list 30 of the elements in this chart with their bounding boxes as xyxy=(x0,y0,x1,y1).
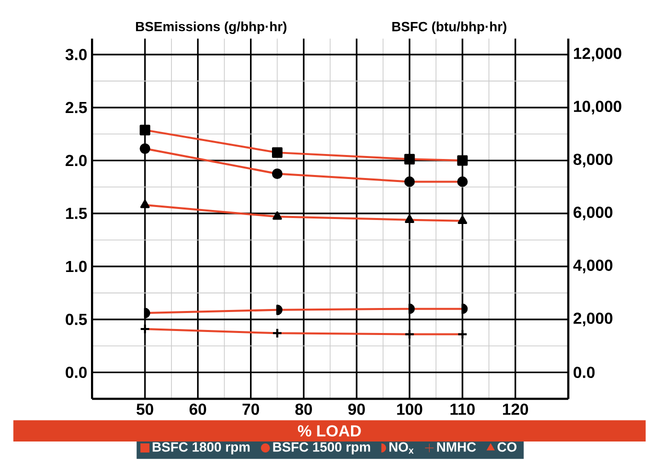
x-tick-label: 120 xyxy=(503,403,528,415)
y2-tick-label: 4,000 xyxy=(573,260,612,274)
y2-tick-label: 8,000 xyxy=(573,154,612,168)
x-tick-label: 70 xyxy=(242,403,260,415)
y-tick-label: 1.5 xyxy=(66,208,87,219)
legend-label: NMHC xyxy=(437,442,476,452)
x-tick-label: 80 xyxy=(295,403,312,415)
x-axis-title: % LOAD xyxy=(298,425,361,436)
legend-label: BSFC 1800 rpm xyxy=(152,442,250,454)
legend-label: BSFC 1500 rpm xyxy=(273,442,370,454)
y-tick-label: 2.0 xyxy=(66,154,87,166)
y2-tick-label: 6,000 xyxy=(574,206,612,220)
legend-label: CO xyxy=(498,442,516,452)
y2-tick-label: 0.0 xyxy=(574,366,595,378)
x-tick-label: 50 xyxy=(136,403,154,415)
y-tick-label: 2.5 xyxy=(66,102,87,114)
y2-tick-label: 12,000 xyxy=(574,48,622,62)
y2-tick-label: 2,000 xyxy=(574,312,612,326)
y-tick-label: 1.0 xyxy=(66,260,87,272)
y2-tick-label: 10,000 xyxy=(574,100,622,114)
legend-label: NO$_{x}$ xyxy=(389,442,414,454)
y-axis-title: BSEmissions (g/bhp·hr) xyxy=(136,21,286,34)
y2-axis-title: BSFC (btu/bhp·hr) xyxy=(392,21,506,34)
x-tick-label: 110 xyxy=(450,403,475,415)
x-tick-label: 100 xyxy=(397,403,422,415)
x-tick-label: 60 xyxy=(190,403,206,415)
y-tick-label: 0.0 xyxy=(66,366,87,378)
x-tick-label: 90 xyxy=(348,403,365,415)
y-tick-label: 3.0 xyxy=(65,48,87,60)
y-tick-label: 0.5 xyxy=(66,314,87,325)
